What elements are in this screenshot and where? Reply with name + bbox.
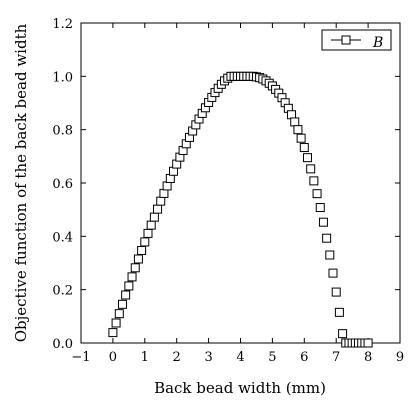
data-point [130,263,140,273]
x-tick-label: 9 [396,350,404,365]
y-axis-title: Objective function of the back bead widt… [12,23,30,342]
y-axis-ticks: 0.0 0.2 0.4 0.6 0.8 1.0 1.2 [52,17,400,352]
x-tick-label: 7 [332,350,340,365]
data-point [146,220,156,230]
x-tick-label: 6 [300,350,308,365]
data-point [325,250,335,260]
x-tick-label: −1 [71,350,90,365]
data-point [293,125,303,135]
data-point [143,228,153,238]
y-tick-label: 0.0 [52,337,73,352]
x-tick-label: 3 [204,350,212,365]
y-tick-label: 0.6 [52,177,73,192]
y-tick-label: 0.2 [52,284,73,299]
data-point [162,181,172,191]
data-point [296,133,306,143]
data-point [114,309,124,319]
data-point [302,153,312,163]
data-point [328,268,338,278]
y-tick-label: 1.2 [52,17,73,32]
data-point [299,143,309,153]
data-point [140,237,150,247]
data-point [117,299,127,309]
x-tick-label: 2 [173,350,181,365]
data-point [108,328,118,338]
x-axis-title: Back bead width (mm) [154,379,326,397]
data-point [306,164,316,174]
x-tick-label: 1 [141,350,149,365]
data-point [363,338,373,348]
data-point [322,233,332,243]
x-tick-label: 4 [236,350,244,365]
x-axis-ticks: −1 0 1 2 3 4 5 6 7 8 9 [71,23,404,365]
data-point [159,188,169,198]
data-point [290,117,300,127]
data-point [334,307,344,317]
x-tick-label: 5 [268,350,276,365]
data-point [331,287,341,297]
data-point [309,176,319,186]
data-point [149,212,159,222]
legend-marker [341,35,351,45]
y-tick-label: 0.4 [52,230,73,245]
data-points [108,71,373,348]
data-point [133,254,143,264]
data-point [156,196,166,206]
data-point [318,217,328,227]
data-point [124,281,134,291]
data-point [153,204,163,214]
data-point [338,329,348,339]
data-point [121,290,131,300]
data-point [127,272,137,282]
y-tick-label: 0.8 [52,124,73,139]
legend-label: B [372,35,383,51]
x-tick-label: 8 [364,350,372,365]
y-tick-label: 1.0 [52,70,73,85]
data-point [315,203,325,213]
data-point [137,245,147,255]
data-point [312,189,322,199]
data-point [111,318,121,328]
legend: B [321,29,392,51]
x-tick-label: 0 [109,350,117,365]
